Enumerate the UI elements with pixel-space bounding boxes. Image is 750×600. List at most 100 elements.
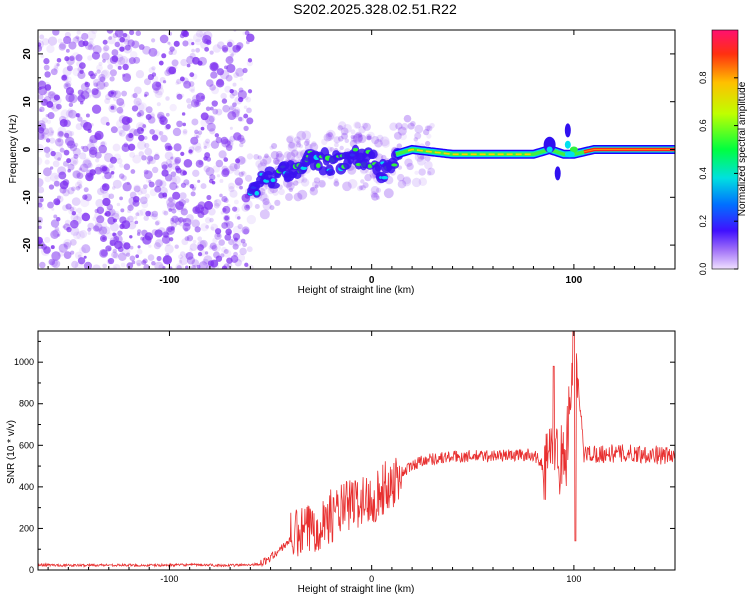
spectrogram-halo-blob <box>358 185 364 191</box>
spectrogram-noise-blob <box>227 55 234 62</box>
spectrogram-noise-blob <box>159 180 167 188</box>
disturbance-core <box>546 146 553 153</box>
spectrogram-noise-blob <box>79 230 88 238</box>
spectrogram-noise-blob <box>85 113 90 118</box>
spectrogram-halo-blob <box>360 179 365 184</box>
spectrogram-halo-blob <box>362 122 371 131</box>
spectrogram-noise-blob <box>62 204 69 212</box>
spectrogram-halo-blob <box>369 173 376 180</box>
spectrogram-halo-blob <box>419 154 425 160</box>
spectrogram-noise-blob <box>170 48 178 56</box>
spectrogram-noise-blob <box>38 143 44 153</box>
spectrogram-noise-blob <box>240 170 246 175</box>
spectrogram-noise-blob <box>79 69 84 75</box>
spectrogram-noise-blob <box>40 206 44 210</box>
spectrogram-noise-blob <box>232 206 238 212</box>
spectrogram-noise-blob <box>129 51 138 59</box>
spectrogram-noise-blob <box>72 169 81 179</box>
spectrogram-noise-blob <box>162 231 169 238</box>
spectrogram-noise-blob <box>57 138 62 143</box>
spectrogram-noise-blob <box>116 106 124 114</box>
spectrogram-noise-blob <box>232 225 242 235</box>
spectrogram-noise-blob <box>204 46 210 52</box>
spectrogram-noise-blob <box>240 238 246 244</box>
spectrogram-noise-blob <box>213 202 220 209</box>
spectrogram-halo-blob <box>396 173 405 182</box>
spectrogram-noise-blob <box>218 239 225 246</box>
spectrogram-noise-blob <box>171 208 177 214</box>
spectrogram-noise-blob <box>209 128 216 135</box>
spectrogram-noise-blob <box>90 123 94 127</box>
spectrogram-noise-blob <box>229 189 238 198</box>
spectrogram-noise-blob <box>56 130 65 138</box>
spectrogram-halo-blob <box>350 135 358 143</box>
spectrogram-noise-blob <box>164 244 174 254</box>
spectrogram-noise-blob <box>246 246 253 253</box>
spectrogram-halo-blob <box>342 181 352 192</box>
spectrogram-noise-blob <box>106 30 114 34</box>
spectrogram-noise-blob <box>175 81 179 85</box>
spectrogram-noise-blob <box>170 156 174 160</box>
spectrogram-noise-blob <box>221 265 228 269</box>
spectrogram-noise-blob <box>69 55 75 62</box>
spectrogram-noise-blob <box>50 259 58 268</box>
spectrogram-noise-blob <box>165 159 173 166</box>
spectrogram-halo-blob <box>334 142 339 148</box>
spectrogram-noise-blob <box>38 225 42 230</box>
spectrogram-noise-blob <box>155 81 162 88</box>
spectrogram-noise-blob <box>174 156 182 164</box>
spectrogram-noise-blob <box>54 62 60 68</box>
spectrogram-noise-blob <box>135 212 140 217</box>
spectrogram-noise-blob <box>77 184 83 189</box>
spectrogram-noise-blob <box>114 41 120 48</box>
spectrogram-halo-blob <box>403 114 412 123</box>
spectrogram-noise-blob <box>195 101 200 106</box>
spectrogram-noise-blob <box>189 184 195 189</box>
spectrogram-noise-blob <box>182 128 188 134</box>
spectrogram-noise-blob <box>70 213 79 222</box>
spectrogram-noise-blob <box>43 147 51 154</box>
spectrogram-noise-blob <box>71 210 77 216</box>
spectrogram-noise-blob <box>171 215 179 223</box>
spectrogram-noise-blob <box>133 215 138 220</box>
spectrogram-noise-blob <box>38 45 43 52</box>
spectrogram-noise-blob <box>112 218 117 223</box>
spectrogram-noise-blob <box>232 233 241 241</box>
spectrogram-noise-blob <box>54 137 64 147</box>
spectrogram-noise-blob <box>89 43 96 50</box>
spectrogram-halo-blob <box>318 179 326 188</box>
spectrogram-noise-blob <box>44 71 51 78</box>
spectrogram-noise-blob <box>38 94 44 100</box>
disturbance-core <box>569 146 578 153</box>
spectrogram-noise-blob <box>66 158 72 164</box>
spectrogram-noise-blob <box>221 98 228 104</box>
spectrogram-noise-blob <box>89 169 96 176</box>
spectrogram-noise-blob <box>188 81 195 87</box>
spectrogram-noise-blob <box>211 245 218 252</box>
spectrogram-noise-blob <box>84 81 89 86</box>
spectrogram-noise-blob <box>194 145 202 153</box>
spectrogram-noise-blob <box>76 168 86 179</box>
spectrogram-noise-blob <box>229 105 234 111</box>
spectrogram-halo-blob <box>383 188 394 199</box>
spectrogram-noise-blob <box>215 136 223 144</box>
spectrogram-noise-blob <box>122 32 128 38</box>
spectrogram-noise-blob <box>116 202 121 207</box>
spectrogram-noise-blob <box>236 109 241 113</box>
spectrogram-noise-blob <box>209 50 214 55</box>
spectrogram-noise-blob <box>145 113 152 120</box>
spectrogram-noise-blob <box>179 222 184 227</box>
spectrogram-noise-blob <box>117 65 122 70</box>
spectrogram-halo-blob <box>414 132 422 140</box>
spectrogram-halo-blob <box>283 151 292 160</box>
spectrogram-halo-blob <box>296 130 307 141</box>
spectrogram-halo-blob <box>257 155 262 160</box>
spectrogram-signal-core <box>315 163 321 169</box>
spectrogram-noise-blob <box>49 137 56 144</box>
chart-title: S202.2025.328.02.51.R22 <box>293 1 457 17</box>
spectrogram-noise-blob <box>131 260 136 265</box>
spectrogram-noise-blob <box>158 60 164 66</box>
spectrogram-noise-blob <box>192 33 203 43</box>
spectrogram-noise-blob <box>127 204 134 211</box>
spectrogram-halo-blob <box>314 184 319 189</box>
